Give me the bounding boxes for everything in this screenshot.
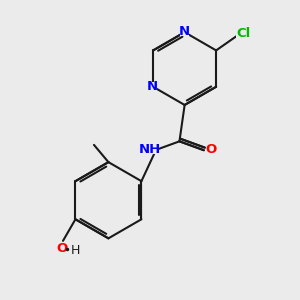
Text: NH: NH bbox=[139, 143, 161, 156]
Bar bbox=[142, 144, 158, 154]
Text: O: O bbox=[206, 143, 217, 156]
Text: N: N bbox=[179, 25, 190, 38]
Bar bbox=[148, 82, 157, 92]
Text: O: O bbox=[57, 242, 68, 255]
Bar bbox=[236, 29, 252, 39]
Text: H: H bbox=[70, 244, 80, 257]
Text: N: N bbox=[147, 80, 158, 93]
Text: Cl: Cl bbox=[236, 27, 251, 40]
Bar bbox=[180, 27, 190, 36]
Bar bbox=[207, 145, 216, 154]
Bar bbox=[57, 244, 67, 254]
